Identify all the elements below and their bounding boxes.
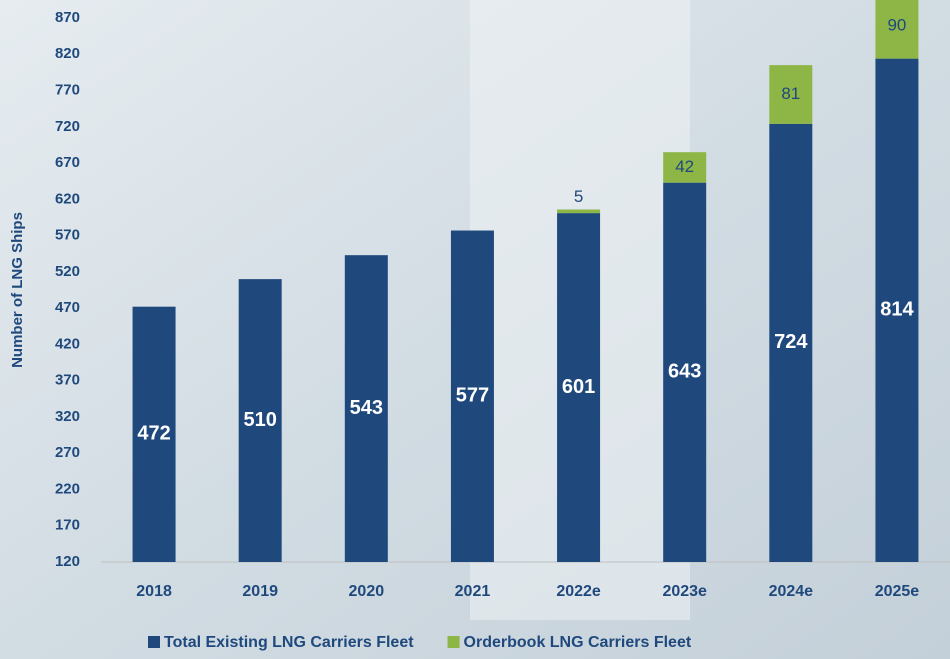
- x-tick-label: 2019: [242, 583, 278, 600]
- bar-value-label: 601: [562, 376, 595, 398]
- bar-segment: [557, 209, 600, 213]
- y-tick-label: 820: [55, 45, 80, 62]
- y-tick-label: 470: [55, 299, 80, 316]
- y-tick-label: 620: [55, 190, 80, 207]
- y-tick-label: 770: [55, 82, 80, 99]
- orderbook-value-label: 81: [781, 84, 800, 103]
- orderbook-value-label: 90: [887, 15, 906, 34]
- x-tick-label: 2024e: [769, 583, 814, 600]
- x-tick-label: 2018: [136, 583, 172, 600]
- x-tick-label: 2021: [455, 583, 491, 600]
- legend-swatch: [148, 636, 160, 648]
- x-tick-label: 2023e: [662, 583, 707, 600]
- bar-value-label: 814: [880, 299, 914, 321]
- y-tick-label: 170: [55, 517, 80, 534]
- legend-label: Orderbook LNG Carriers Fleet: [464, 634, 692, 651]
- x-tick-label: 2022e: [556, 583, 601, 600]
- y-tick-label: 520: [55, 263, 80, 280]
- y-tick-label: 570: [55, 227, 80, 244]
- bar-value-label: 510: [244, 409, 277, 431]
- y-tick-label: 220: [55, 480, 80, 497]
- bar-value-label: 724: [774, 331, 808, 353]
- y-tick-label: 370: [55, 372, 80, 389]
- y-tick-label: 720: [55, 118, 80, 135]
- chart: Number of LNG Ships 120 170 220 270 320 370 42…: [0, 0, 950, 659]
- y-tick-label: 670: [55, 154, 80, 171]
- y-tick-label: 420: [55, 335, 80, 352]
- legend-swatch: [448, 636, 460, 648]
- orderbook-value-label: 5: [574, 187, 583, 206]
- y-tick-label: 120: [55, 553, 80, 570]
- bar-value-label: 643: [668, 361, 701, 383]
- bar-value-label: 543: [350, 397, 383, 419]
- legend-label: Total Existing LNG Carriers Fleet: [164, 634, 414, 651]
- bar-value-label: 472: [137, 423, 170, 445]
- y-tick-label: 870: [55, 9, 80, 26]
- x-tick-label: 2025e: [875, 583, 920, 600]
- orderbook-value-label: 42: [675, 157, 694, 176]
- bar-value-label: 577: [456, 385, 489, 407]
- y-axis-label: Number of LNG Ships: [9, 212, 26, 368]
- y-tick-label: 320: [55, 408, 80, 425]
- y-tick-label: 270: [55, 444, 80, 461]
- x-tick-label: 2020: [349, 583, 385, 600]
- page: Number of LNG Ships 120 170 220 270 320 370 42…: [0, 0, 950, 659]
